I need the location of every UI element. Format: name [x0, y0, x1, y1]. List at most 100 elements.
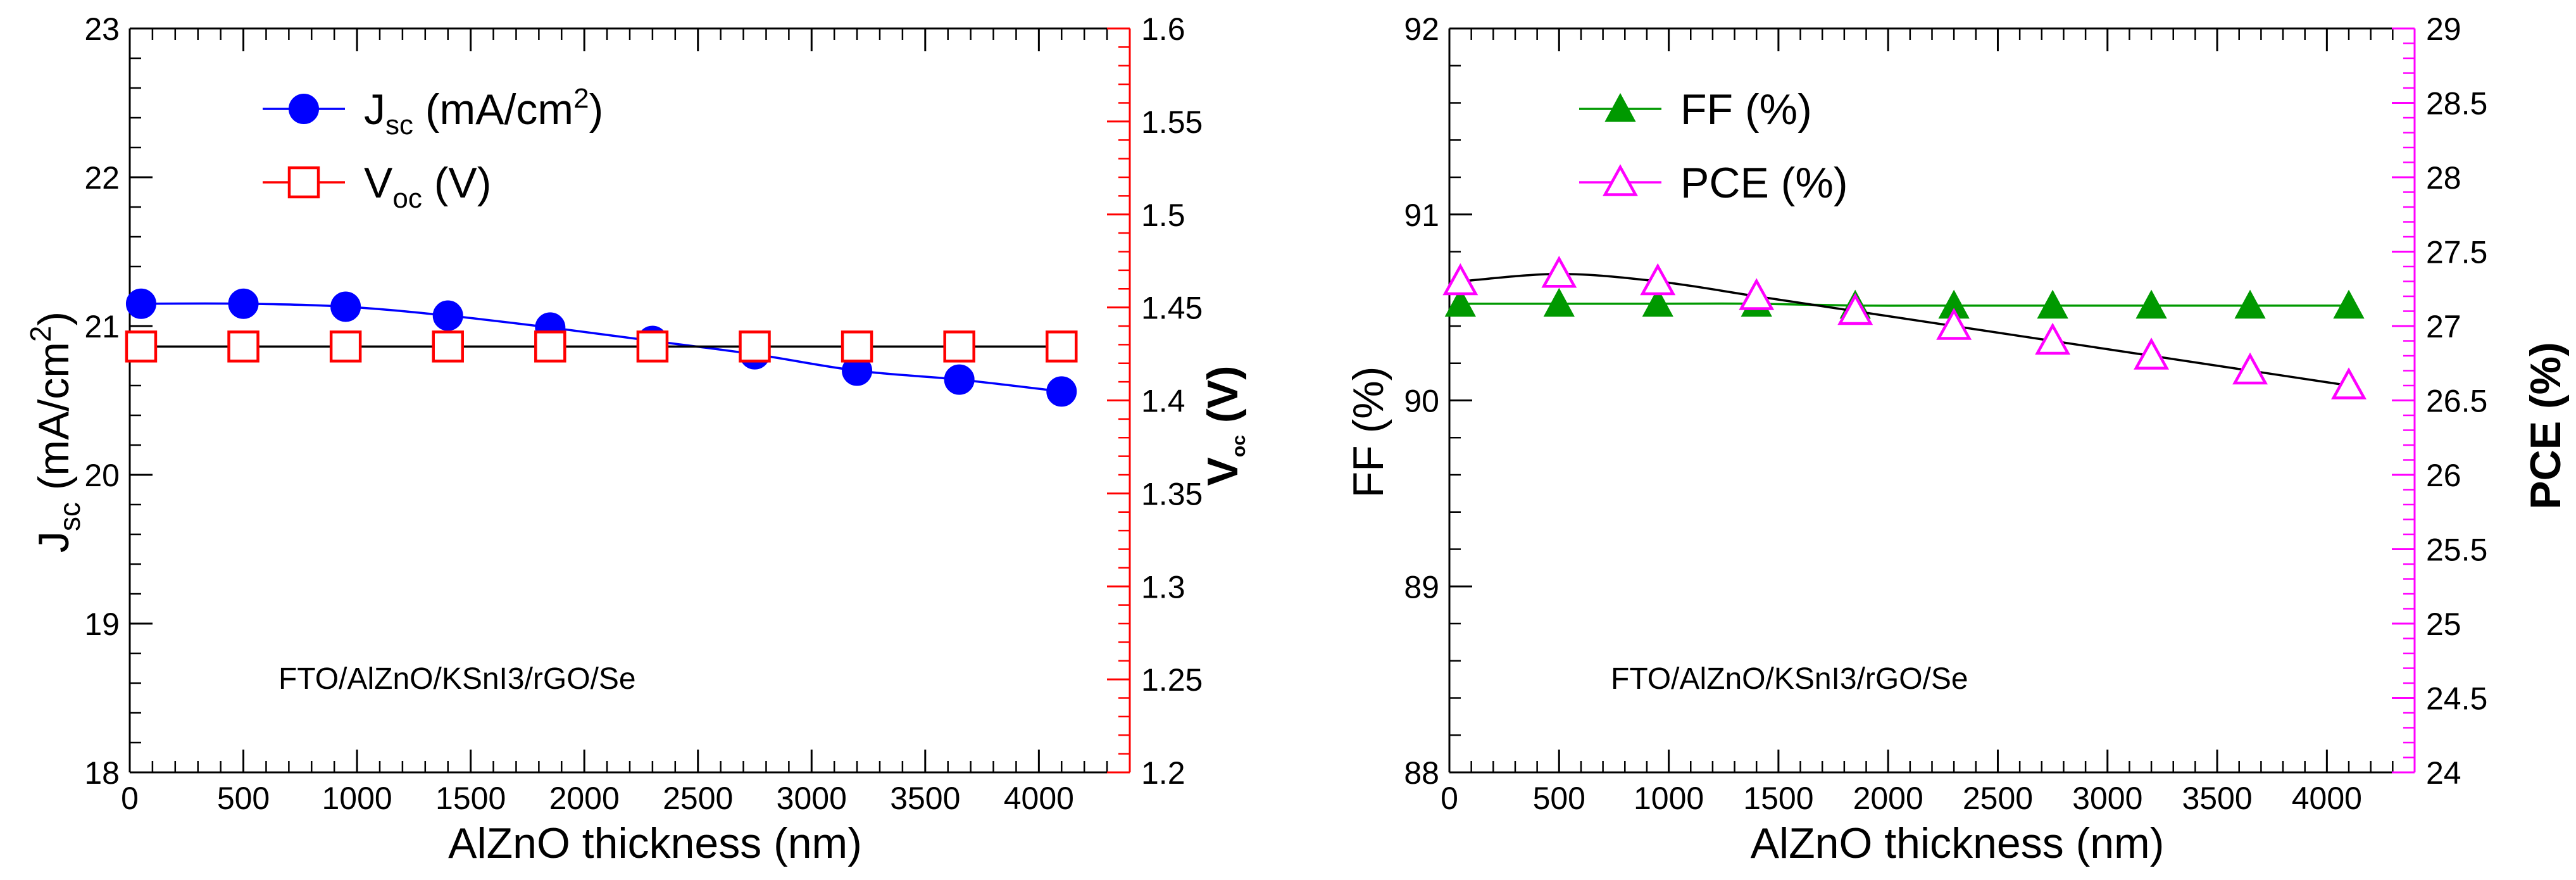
- x-tick-label: 3000: [2072, 781, 2142, 816]
- y2-tick-label: 28: [2426, 160, 2461, 196]
- y-tick-label: 92: [1404, 11, 1439, 47]
- x-tick-label: 500: [217, 781, 270, 816]
- data-point-series-0: [944, 364, 975, 395]
- y2-tick-label: 1.35: [1141, 476, 1203, 512]
- data-point-series-0: [432, 300, 463, 331]
- x-tick-label: 3500: [2182, 781, 2252, 816]
- y2-axis-title-sub: oc: [1229, 435, 1249, 457]
- x-tick-label: 4000: [2292, 781, 2362, 816]
- legend-marker: [1604, 92, 1636, 122]
- y-tick-label: 89: [1404, 569, 1439, 605]
- y-tick-label: 90: [1404, 384, 1439, 419]
- data-point-series-1: [1046, 330, 1078, 363]
- y-axis-title-text: FF (%): [1344, 367, 1392, 498]
- x-tick-label: 2000: [549, 781, 620, 816]
- y2-tick-label: 1.45: [1141, 291, 1203, 326]
- y-tick-label: 18: [84, 755, 120, 791]
- data-point-series-0: [2135, 289, 2167, 319]
- x-tick-label: 0: [1441, 781, 1458, 816]
- data-point-series-1: [841, 330, 873, 363]
- data-point-series-1: [943, 330, 975, 363]
- x-tick-label: 1000: [322, 781, 392, 816]
- y2-tick-label: 1.3: [1141, 569, 1185, 605]
- data-point-series-1: [2134, 337, 2170, 370]
- data-point-series-1: [1739, 278, 1775, 310]
- y2-axis-title: Voc (V): [1199, 366, 1249, 486]
- legend-label-end: ): [589, 85, 604, 134]
- y-axis-title-sup: 2: [24, 325, 57, 342]
- y-axis-title: FF (%): [1344, 367, 1392, 498]
- y2-axis-title-rest: (V): [1199, 366, 1247, 436]
- data-point-series-0: [2037, 289, 2068, 319]
- data-point-series-1: [432, 330, 464, 363]
- legend-label-rest: (mA/cm: [413, 85, 573, 134]
- legend-label-sup: 2: [573, 83, 589, 114]
- data-point-series-0: [1642, 287, 1673, 317]
- y2-tick-label: 29: [2426, 11, 2461, 47]
- x-tick-label: 0: [121, 781, 139, 816]
- y2-tick-label: 25: [2426, 607, 2461, 642]
- data-point-series-1: [1541, 255, 1577, 288]
- data-point-series-1: [1837, 292, 1873, 325]
- chart-jsc-voc: 0 500 1000 1500 2000 2500 3000 3500 400018192021…: [24, 11, 1249, 867]
- data-point-series-1: [2232, 352, 2268, 385]
- series-line-0: [1460, 302, 2349, 307]
- data-point-series-1: [329, 330, 362, 363]
- x-tick-label: 2500: [663, 781, 733, 816]
- y2-tick-label: 26.5: [2426, 384, 2487, 419]
- data-point-series-1: [534, 330, 566, 363]
- data-point-series-0: [1543, 287, 1575, 317]
- y2-tick-label: 1.5: [1141, 198, 1185, 233]
- data-point-series-1: [1442, 263, 1479, 296]
- legend-label: FF (%): [1680, 85, 1812, 134]
- data-point-series-1: [2331, 367, 2367, 399]
- y-axis-title-base: J: [30, 531, 78, 553]
- y-tick-label: 21: [84, 309, 120, 344]
- y2-axis-title: PCE (%): [2522, 342, 2570, 509]
- legend-label-base: V: [364, 159, 393, 207]
- legend-label-rest: (V): [422, 159, 492, 207]
- y2-axis-title-base: V: [1199, 457, 1247, 486]
- data-point-series-0: [228, 288, 259, 319]
- y-tick-label: 19: [84, 607, 120, 642]
- x-tick-label: 2500: [1963, 781, 2033, 816]
- y-axis-title-rest: (mA/cm: [30, 342, 78, 502]
- series-line-1: [1460, 272, 2349, 387]
- data-point-series-0: [1046, 376, 1077, 407]
- data-point-series-1: [125, 330, 158, 363]
- data-point-series-1: [636, 330, 669, 363]
- data-point-series-0: [2234, 289, 2266, 319]
- data-point-series-1: [739, 330, 771, 363]
- legend-marker: [287, 166, 320, 199]
- y2-tick-label: 27: [2426, 309, 2461, 344]
- legend-label-sub: sc: [385, 110, 413, 141]
- data-point-series-1: [1936, 308, 1972, 340]
- legend-label-base: J: [364, 85, 385, 134]
- legend-label-text: FF (%): [1680, 85, 1812, 134]
- data-point-series-0: [125, 288, 156, 319]
- y2-tick-label: 1.4: [1141, 384, 1185, 419]
- data-point-series-0: [1444, 287, 1477, 317]
- legend-label-text: PCE (%): [1680, 159, 1848, 207]
- data-point-series-1: [2035, 322, 2071, 355]
- x-tick-label: 1500: [435, 781, 506, 816]
- legend-label-sub: oc: [392, 183, 422, 214]
- series-line-0: [141, 302, 1062, 393]
- legend-marker: [1603, 164, 1638, 196]
- y2-tick-label: 27.5: [2426, 235, 2487, 270]
- x-tick-label: 500: [1533, 781, 1585, 816]
- y-axis-title: Jsc (mA/cm2): [24, 311, 86, 553]
- y2-tick-label: 24.5: [2426, 681, 2487, 717]
- y-tick-label: 23: [84, 11, 120, 47]
- x-tick-label: 3500: [890, 781, 960, 816]
- y-axis-title-end: ): [30, 311, 78, 326]
- y2-tick-label: 25.5: [2426, 532, 2487, 568]
- x-axis-title: AlZnO thickness (nm): [1751, 819, 2165, 867]
- y2-tick-label: 24: [2426, 755, 2461, 791]
- y-tick-label: 20: [84, 458, 120, 493]
- y2-tick-label: 28.5: [2426, 86, 2487, 122]
- annotation-label: FTO/AlZnO/KSnI3/rGO/Se: [278, 662, 636, 696]
- data-point-series-1: [227, 330, 259, 363]
- y-tick-label: 91: [1404, 198, 1439, 233]
